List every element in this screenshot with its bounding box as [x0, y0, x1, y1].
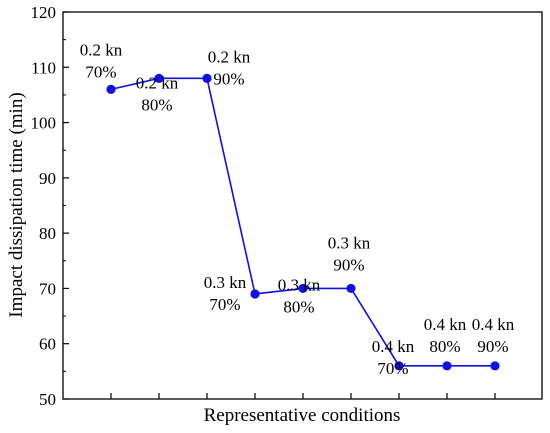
y-tick-label: 110	[31, 58, 56, 77]
y-tick-label: 100	[31, 114, 57, 133]
data-point	[106, 84, 116, 94]
y-axis-ticks	[63, 11, 69, 400]
x-axis-ticks	[110, 393, 496, 399]
data-point	[490, 361, 500, 371]
data-label-line1: 0.3 kn	[278, 275, 321, 294]
data-label-line1: 0.4 kn	[424, 315, 467, 334]
plot-frame	[62, 11, 543, 400]
data-point	[442, 361, 452, 371]
data-point	[394, 361, 404, 371]
data-label-line2: 70%	[85, 62, 116, 81]
data-label-line2: 90%	[333, 255, 364, 274]
data-label: 0.3 kn 80%	[278, 275, 321, 316]
data-label-line1: 0.2 kn	[80, 40, 123, 59]
data-label-line2: 90%	[477, 337, 508, 356]
data-label: 0.2 kn 90%	[208, 47, 251, 88]
x-axis-title: Representative conditions	[204, 405, 401, 426]
data-label: 0.4 kn 80%	[424, 315, 467, 356]
y-tick-label: 70	[39, 279, 56, 298]
y-tick-label: 120	[31, 3, 57, 22]
data-label-line1: 0.3 kn	[204, 273, 247, 292]
data-label: 0.4 kn 90%	[472, 315, 515, 356]
y-tick-label: 90	[39, 169, 56, 188]
y-axis-title: Impact dissipation time (min)	[6, 92, 27, 317]
data-label: 0.2 kn 80%	[136, 73, 179, 114]
data-label-line2: 80%	[141, 95, 172, 114]
data-point	[298, 283, 308, 294]
data-label-line2: 70%	[209, 295, 240, 314]
data-label-line2: 80%	[429, 337, 460, 356]
y-tick-label: 80	[39, 224, 56, 243]
data-label-line1: 0.2 kn	[208, 47, 251, 66]
data-point	[154, 73, 164, 83]
data-label: 0.2 kn 70%	[80, 40, 123, 81]
y-tick-label: 60	[39, 335, 56, 354]
data-label-line2: 80%	[283, 297, 314, 316]
data-label: 0.3 kn 90%	[328, 233, 371, 274]
data-label-line1: 0.3 kn	[328, 233, 371, 252]
data-label-line1: 0.4 kn	[472, 315, 515, 334]
data-label-line2: 90%	[213, 69, 244, 88]
data-label: 0.3 kn 70%	[204, 273, 247, 314]
data-label-line2: 70%	[377, 359, 408, 378]
data-point	[202, 73, 212, 83]
data-label: 0.4 kn 70%	[372, 337, 415, 378]
y-axis-tick-labels: 50 60 70 80 90 100 110 120	[31, 3, 57, 409]
data-label-line1: 0.2 kn	[136, 73, 179, 92]
data-label-line1: 0.4 kn	[372, 337, 415, 356]
data-point	[250, 289, 260, 299]
y-tick-label: 50	[39, 390, 56, 409]
data-markers	[106, 73, 500, 371]
data-point	[346, 283, 356, 294]
